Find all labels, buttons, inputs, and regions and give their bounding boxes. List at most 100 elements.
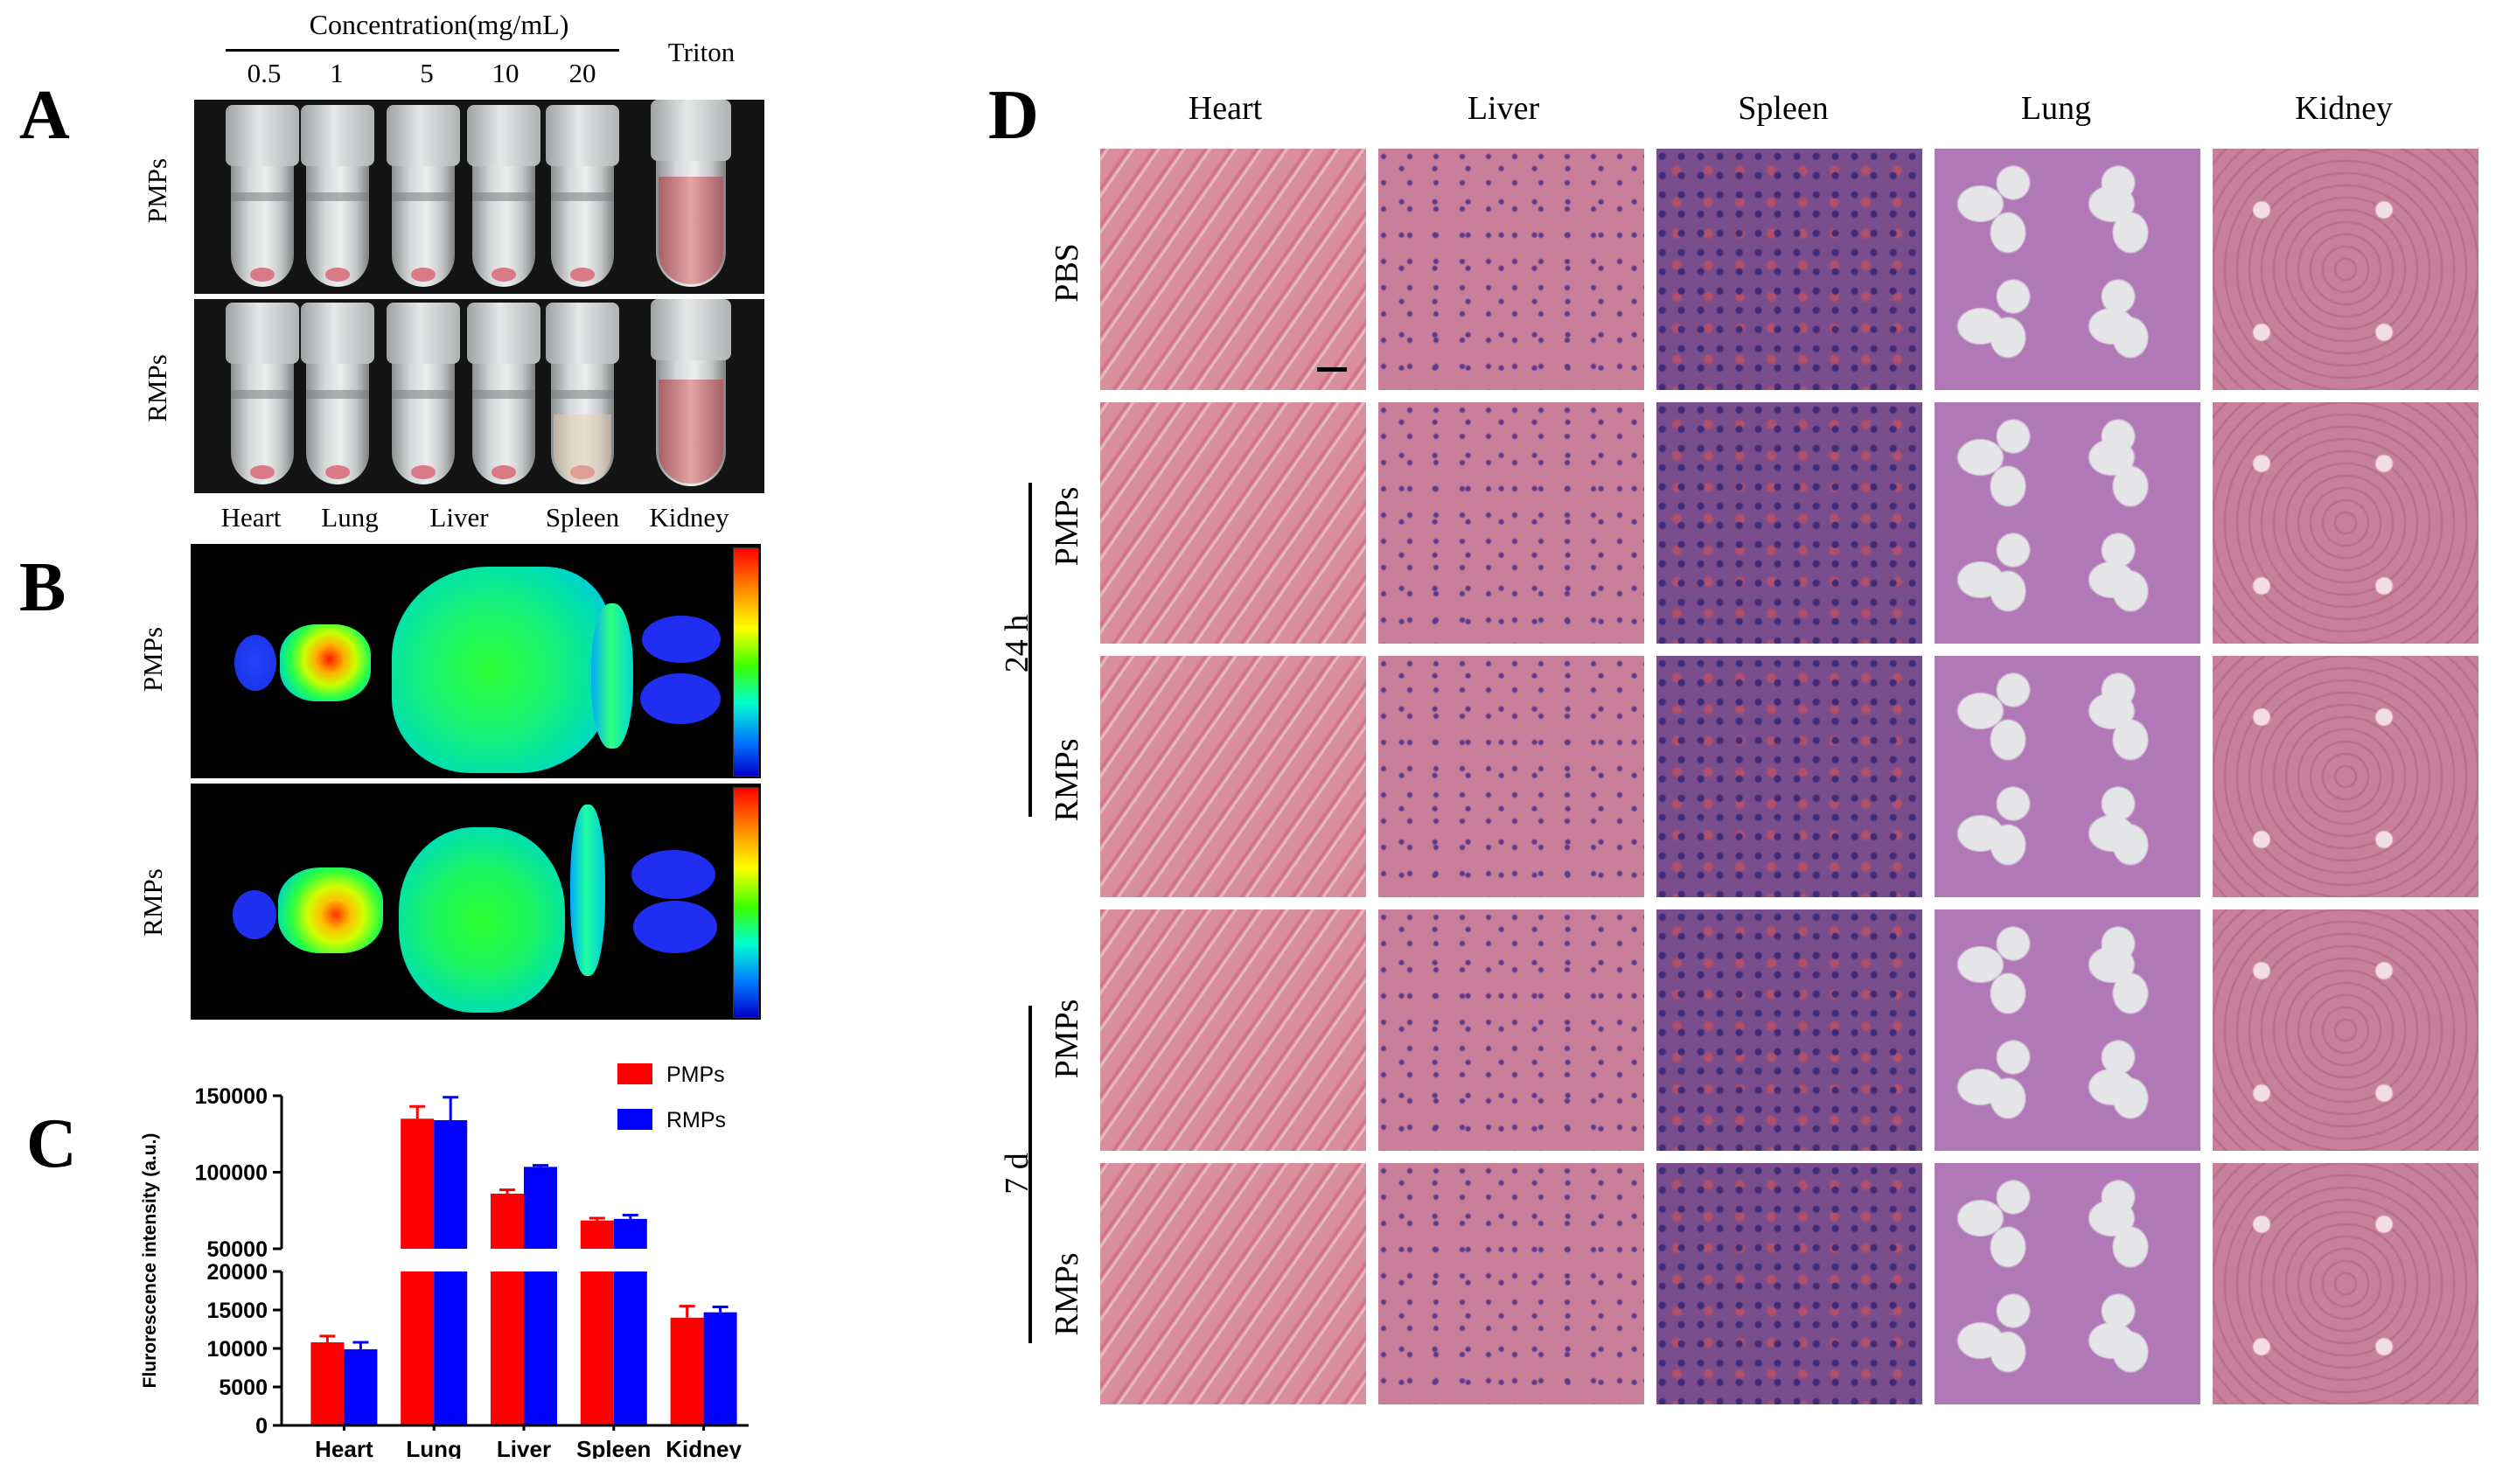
x-tick-heart: Heart xyxy=(315,1436,373,1459)
bar-pmps-lung-lower xyxy=(401,1272,435,1425)
histology-tile-rmps-liver-row2 xyxy=(1378,656,1644,897)
bar-rmps-lung-lower xyxy=(434,1272,468,1425)
bar-rmps-liver-lower xyxy=(524,1272,557,1425)
histology-column-lung: Lung xyxy=(2020,90,2092,127)
concentration-title: Concentration(mg/mL) xyxy=(309,9,569,40)
legend-swatch-rmps xyxy=(617,1109,652,1130)
tube-rmps-2 xyxy=(301,303,374,484)
legend-label-rmps: RMPs xyxy=(666,1108,726,1132)
bar-pmps-liver-upper xyxy=(491,1194,524,1249)
ivis-kidney-bottom-rmps xyxy=(633,901,717,953)
concentration-label-1: 1 xyxy=(330,58,344,88)
y-tick-5000: 5000 xyxy=(219,1376,268,1400)
tube-photo-pmps xyxy=(194,100,764,294)
histology-tile-pmps-kidney-row3 xyxy=(2213,909,2479,1151)
tube-rmps-5 xyxy=(546,303,619,484)
histology-tile-pmps-heart-row1 xyxy=(1100,402,1366,644)
ivis-heart-pmps xyxy=(234,635,276,691)
organ-label-spleen: Spleen xyxy=(545,502,620,533)
bar-pmps-spleen-lower xyxy=(580,1272,614,1425)
histology-tile-pmps-spleen-row3 xyxy=(1656,909,1922,1151)
x-tick-kidney: Kidney xyxy=(666,1436,742,1459)
histology-tile-rmps-spleen-row4 xyxy=(1656,1163,1922,1404)
y-tick-50000: 50000 xyxy=(206,1237,268,1262)
ivis-image-rmps xyxy=(191,784,761,1020)
histology-tile-pmps-spleen-row1 xyxy=(1656,402,1922,644)
organ-label-liver: Liver xyxy=(429,502,489,533)
ivis-liver-rmps xyxy=(399,827,565,1013)
bar-chart: Heart Lung Liver Spleen Kidney50000100000150… xyxy=(140,1062,749,1459)
histology-column-kidney: Kidney xyxy=(2295,90,2393,127)
organ-label-heart: Heart xyxy=(220,502,282,533)
histology-row-pmps-24h: PMPs xyxy=(1049,486,1085,567)
triton-label: Triton xyxy=(667,37,736,67)
histology-tile-rmps-kidney-row4 xyxy=(2213,1163,2479,1404)
group-bracket-24h xyxy=(1028,483,1032,817)
ivis-lung-pmps xyxy=(280,624,371,701)
tube-pmps-3 xyxy=(387,105,460,287)
histology-column-heart: Heart xyxy=(1188,90,1263,127)
concentration-label-3: 10 xyxy=(492,58,519,88)
histology-tile-rmps-kidney-row2 xyxy=(2213,656,2479,897)
bar-pmps-spleen-upper xyxy=(580,1220,614,1249)
histology-grid xyxy=(1100,149,2479,1422)
tube-photo-rmps xyxy=(194,299,764,493)
organ-label-kidney: Kidney xyxy=(649,502,729,533)
panel-label-d: D xyxy=(988,77,1039,154)
y-tick-0: 0 xyxy=(255,1414,268,1439)
histology-tile-pmps-liver-row1 xyxy=(1378,402,1644,644)
histology-tile-pmps-lung-row3 xyxy=(1935,909,2200,1151)
ivis-lung-rmps xyxy=(278,867,383,953)
y-tick-15000: 15000 xyxy=(206,1299,268,1323)
tube-rmps-triton xyxy=(651,299,731,486)
bar-rmps-liver-upper xyxy=(524,1167,557,1249)
tube-pmps-2 xyxy=(301,105,374,287)
concentration-bracket-line xyxy=(226,49,619,52)
panel-a-row-label-pmps: PMPs xyxy=(142,157,172,224)
histology-row-pbs: PBS xyxy=(1049,243,1085,303)
histology-tile-pbs-heart-row0 xyxy=(1100,149,1366,390)
histology-tile-pmps-kidney-row1 xyxy=(2213,402,2479,644)
colorbar-rmps xyxy=(733,787,759,1018)
organ-label-lung: Lung xyxy=(321,502,379,533)
panel-label-b: B xyxy=(19,549,66,626)
histology-tile-pmps-lung-row1 xyxy=(1935,402,2200,644)
legend-swatch-pmps xyxy=(617,1063,652,1084)
y-axis-label: Flurorescence intensity (a.u.) xyxy=(140,1133,160,1389)
ivis-heart-rmps xyxy=(233,890,276,939)
y-tick-20000: 20000 xyxy=(206,1260,268,1285)
histology-tile-pbs-liver-row0 xyxy=(1378,149,1644,390)
ivis-liver-pmps xyxy=(392,567,610,773)
histology-tile-rmps-liver-row4 xyxy=(1378,1163,1644,1404)
x-tick-liver: Liver xyxy=(497,1436,551,1459)
tube-pmps-triton xyxy=(651,100,731,287)
histology-column-liver: Liver xyxy=(1467,90,1540,127)
histology-row-pmps-7d: PMPs xyxy=(1049,999,1085,1079)
bar-pmps-lung-upper xyxy=(401,1118,435,1249)
ivis-spleen-rmps xyxy=(570,805,605,976)
panel-b-row-label-pmps: PMPs xyxy=(137,626,168,693)
ivis-kidney-top-pmps xyxy=(642,616,721,663)
tube-pmps-4 xyxy=(467,105,540,287)
bar-rmps-spleen-lower xyxy=(613,1272,647,1425)
scale-bar xyxy=(1317,367,1347,372)
histology-tile-pmps-heart-row3 xyxy=(1100,909,1366,1151)
panel-label-c: C xyxy=(26,1105,77,1182)
concentration-label-2: 5 xyxy=(420,58,434,88)
histology-tile-pbs-kidney-row0 xyxy=(2213,149,2479,390)
bar-pmps-heart xyxy=(310,1341,345,1425)
group-label-7d: 7 d xyxy=(999,1153,1035,1195)
tube-rmps-3 xyxy=(387,303,460,484)
concentration-label-4: 20 xyxy=(568,58,596,88)
tube-rmps-4 xyxy=(467,303,540,484)
bar-rmps-heart xyxy=(344,1348,378,1425)
histology-tile-rmps-heart-row2 xyxy=(1100,656,1366,897)
histology-column-spleen: Spleen xyxy=(1738,90,1829,127)
x-tick-spleen: Spleen xyxy=(576,1436,651,1459)
panel-label-a: A xyxy=(19,77,70,154)
histology-tile-pbs-spleen-row0 xyxy=(1656,149,1922,390)
histology-tile-pbs-lung-row0 xyxy=(1935,149,2200,390)
histology-tile-rmps-spleen-row2 xyxy=(1656,656,1922,897)
group-label-24h: 24 h xyxy=(999,614,1035,673)
histology-tile-rmps-lung-row4 xyxy=(1935,1163,2200,1404)
